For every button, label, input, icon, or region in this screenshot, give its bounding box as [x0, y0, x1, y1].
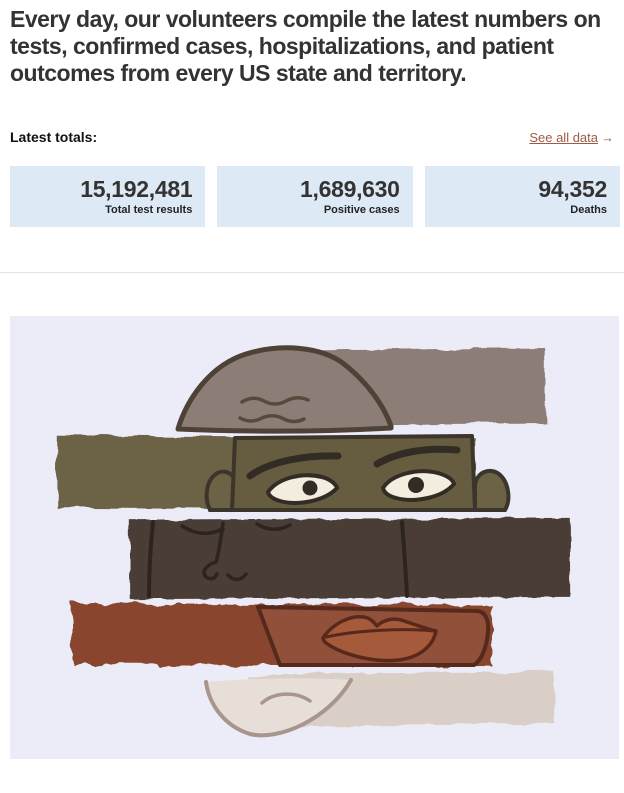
right-undereye-line [255, 522, 292, 532]
left-pupil [302, 480, 318, 496]
right-pupil [408, 477, 424, 494]
left-eyebrow [246, 452, 342, 480]
right-ear [473, 469, 511, 513]
strip-chin [204, 671, 555, 738]
stat-card-deaths: 94,352 Deaths [424, 166, 620, 228]
latest-totals-bar: Latest totals: See all data → [10, 129, 614, 145]
face-right-edge [400, 520, 409, 599]
strip-hair [175, 345, 546, 435]
stat-label: Total test results [105, 203, 193, 216]
right-eyebrow [373, 446, 461, 468]
section-divider [0, 272, 624, 274]
see-all-data-text: See all data [529, 130, 598, 146]
stat-label: Deaths [570, 203, 607, 216]
lip-seam [324, 628, 436, 639]
face-left-edge [147, 520, 155, 599]
forehead-wrinkle [238, 414, 306, 424]
lips [321, 615, 438, 663]
intro-headline: Every day, our volunteers compile the la… [10, 6, 601, 87]
mouth-smile-line [260, 692, 312, 706]
stat-value: 94,352 [538, 176, 607, 203]
stat-label: Positive cases [323, 203, 400, 216]
nose [202, 521, 248, 582]
head-dome [175, 345, 394, 435]
face-strips-illustration [10, 316, 619, 760]
left-undereye-line [180, 524, 225, 536]
chin-outline [204, 678, 353, 738]
stat-card-positive-cases: 1,689,630 Positive cases [217, 166, 413, 228]
latest-totals-label: Latest totals: [10, 129, 98, 146]
left-eye [265, 473, 340, 506]
strip-lips [71, 603, 493, 668]
strip-nose [129, 518, 571, 600]
right-arrow-icon: → [601, 130, 614, 146]
chin-fill [206, 678, 351, 736]
latest-totals-stats: 15,192,481 Total test results 1,689,630 … [10, 166, 620, 228]
forehead-wrinkle [240, 396, 310, 407]
see-all-data-link[interactable]: See all data → [529, 130, 614, 145]
stat-card-total-tests: 15,192,481 Total test results [10, 166, 206, 228]
strip-eyes [55, 434, 511, 513]
stat-value: 15,192,481 [80, 176, 193, 203]
stat-value: 1,689,630 [300, 176, 400, 203]
